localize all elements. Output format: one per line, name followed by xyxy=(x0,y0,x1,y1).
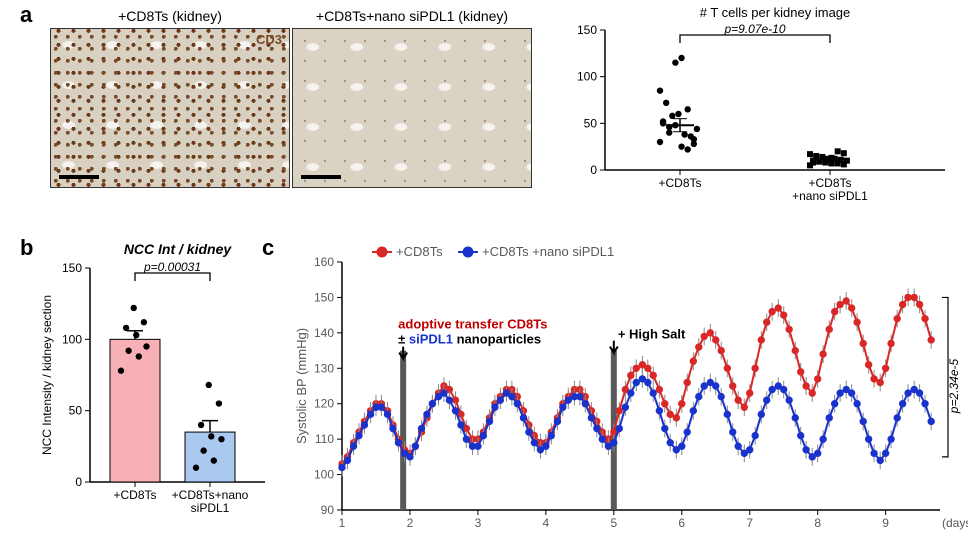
svg-text:6: 6 xyxy=(678,516,685,530)
svg-text:# T cells per kidney image: # T cells per kidney image xyxy=(700,5,851,20)
panel-b-bar-chart: NCC Int / kidney NCC Intensity / kidney s… xyxy=(35,240,270,540)
svg-text:90: 90 xyxy=(321,503,335,517)
svg-text:5: 5 xyxy=(610,516,617,530)
svg-text:p=2.34e-5: p=2.34e-5 xyxy=(947,358,961,414)
svg-text:+CD8Ts +nano siPDL1: +CD8Ts +nano siPDL1 xyxy=(482,244,614,259)
svg-text:+ High Salt: + High Salt xyxy=(618,327,686,342)
panel-c-line-chart: 90 100 110 120 130 140 150 160 1 2 3 4 5 6 7 8 9 (days) Sy… xyxy=(290,240,968,540)
svg-text:+nano siPDL1: +nano siPDL1 xyxy=(792,189,868,203)
svg-text:8: 8 xyxy=(814,516,821,530)
svg-text:100: 100 xyxy=(314,468,334,482)
svg-text:(days): (days) xyxy=(942,516,968,530)
svg-text:+CD8Ts: +CD8Ts xyxy=(808,176,851,190)
histology-image-cd8ts-nano xyxy=(292,28,532,188)
histo1-label: +CD8Ts (kidney) xyxy=(50,8,290,24)
svg-text:140: 140 xyxy=(314,326,334,340)
svg-text:+CD8Ts: +CD8Ts xyxy=(113,488,156,502)
svg-text:± siPDL1 nanoparticles: ± siPDL1 nanoparticles xyxy=(398,332,541,347)
svg-text:150: 150 xyxy=(314,290,334,304)
svg-text:0: 0 xyxy=(590,163,597,177)
cd3-marker-label: CD3 xyxy=(256,32,282,47)
svg-text:3: 3 xyxy=(475,516,482,530)
svg-text:50: 50 xyxy=(69,404,83,418)
svg-text:adoptive transfer CD8Ts: adoptive transfer CD8Ts xyxy=(398,317,547,332)
panel-a-label: a xyxy=(20,2,32,28)
svg-text:160: 160 xyxy=(314,255,334,269)
svg-text:120: 120 xyxy=(314,397,334,411)
svg-text:p=0.00031: p=0.00031 xyxy=(143,260,201,274)
svg-text:0: 0 xyxy=(75,475,82,489)
svg-text:7: 7 xyxy=(746,516,753,530)
svg-text:+CD8Ts+nano: +CD8Ts+nano xyxy=(172,488,249,502)
histo2-label: +CD8Ts+nano siPDL1 (kidney) xyxy=(292,8,532,24)
svg-text:100: 100 xyxy=(62,332,82,346)
svg-text:NCC Intensity / kidney section: NCC Intensity / kidney section xyxy=(40,295,54,455)
histology-image-cd8ts xyxy=(50,28,290,188)
svg-text:50: 50 xyxy=(584,116,598,130)
svg-text:1: 1 xyxy=(339,516,346,530)
svg-text:150: 150 xyxy=(577,23,597,37)
svg-text:110: 110 xyxy=(315,432,334,446)
svg-text:150: 150 xyxy=(62,261,82,275)
svg-text:9: 9 xyxy=(882,516,889,530)
panel-a-scatter-chart: # T cells per kidney image 0 50 100 150 p=9.0… xyxy=(555,5,955,215)
svg-text:4: 4 xyxy=(543,516,550,530)
svg-text:NCC Int / kidney: NCC Int / kidney xyxy=(124,241,233,257)
svg-text:130: 130 xyxy=(314,361,334,375)
svg-text:Systolic BP (mmHg): Systolic BP (mmHg) xyxy=(294,328,309,444)
svg-text:+CD8Ts: +CD8Ts xyxy=(396,244,443,259)
svg-text:p=9.07e-10: p=9.07e-10 xyxy=(723,22,785,36)
svg-text:2: 2 xyxy=(407,516,414,530)
svg-text:100: 100 xyxy=(577,70,597,84)
svg-text:+CD8Ts: +CD8Ts xyxy=(658,176,701,190)
svg-text:siPDL1: siPDL1 xyxy=(191,501,230,515)
panel-b-label: b xyxy=(20,235,33,261)
